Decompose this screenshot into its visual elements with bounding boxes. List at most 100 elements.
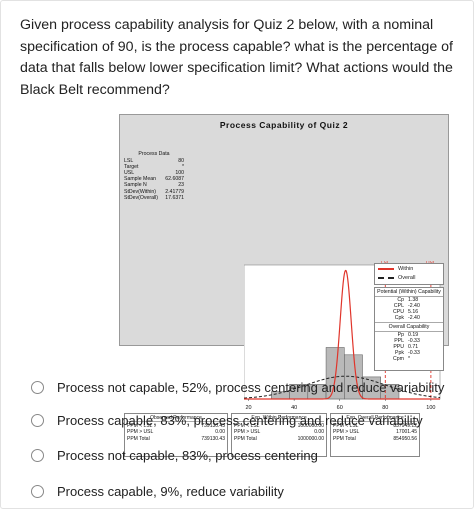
legend-item-overall: Overall bbox=[375, 273, 443, 282]
process-data-box: Process Data LSL 80 Target * USL 100 Sample Me… bbox=[124, 151, 184, 243]
process-data-row: Target * bbox=[124, 164, 184, 170]
x-tick-label: 20 bbox=[245, 405, 251, 411]
exp-within-performance-label: PPM Total bbox=[234, 435, 257, 442]
process-data-label: Sample Mean bbox=[124, 176, 157, 183]
process-data-value: 17.6371 bbox=[165, 194, 184, 201]
answer-option-label: Process capable, 9%, reduce variability bbox=[57, 483, 284, 499]
radio-button[interactable] bbox=[31, 484, 44, 498]
exp-overall-performance-row: PPM Total 854950.56 bbox=[333, 436, 417, 442]
process-data-value: 23 bbox=[178, 182, 184, 189]
overall-capability-value: -0.33 bbox=[408, 338, 420, 344]
potential-capability-row: Cpk -2.40 bbox=[375, 315, 443, 321]
process-data-label: Target bbox=[124, 164, 139, 171]
answer-option-1[interactable]: Process not capable, 52%, process center… bbox=[15, 369, 461, 405]
observed-performance-value: 739130.43 bbox=[201, 423, 225, 430]
exp-overall-performance-title: Exp. Overall Performance bbox=[333, 415, 417, 423]
overall-capability-value: 0.71 bbox=[408, 344, 419, 350]
answer-option-label: Process not capable, 83%, process center… bbox=[57, 447, 318, 463]
legend-label-overall: Overall bbox=[398, 274, 416, 281]
answer-option-2[interactable]: Process capable, 83%, process centering … bbox=[15, 402, 461, 438]
overall-capability-value: -0.33 bbox=[408, 350, 420, 356]
process-data-label: Sample N bbox=[124, 182, 147, 189]
exp-overall-performance-label: PPM > USL bbox=[333, 429, 360, 436]
radio-button[interactable] bbox=[31, 448, 44, 462]
observed-performance-label: PPM < LSL bbox=[127, 423, 153, 430]
overall-capability-value: 0.19 bbox=[408, 332, 419, 338]
potential-capability-row: Cp 1.38 bbox=[375, 297, 443, 303]
exp-overall-performance-row: PPM > USL 17001.45 bbox=[333, 429, 417, 435]
overall-capability-label: Ppk bbox=[395, 350, 404, 356]
process-data-label: StDev(Overall) bbox=[124, 194, 159, 201]
potential-capability-title: Potential (Within) Capability bbox=[375, 288, 443, 297]
potential-capability-row: CPU 5.16 bbox=[375, 309, 443, 315]
overall-capability-value: * bbox=[408, 356, 411, 362]
x-tick-label: 80 bbox=[382, 405, 388, 411]
exp-overall-performance-value: 17001.45 bbox=[396, 429, 417, 436]
overall-curve bbox=[244, 375, 441, 399]
process-data-row: LSL 80 bbox=[124, 158, 184, 164]
observed-performance-row: PPM > USL 0.00 bbox=[127, 429, 225, 435]
exp-overall-performance-label: PPM Total bbox=[333, 435, 356, 442]
potential-capability-value: 5.16 bbox=[408, 309, 419, 315]
exp-overall-performance-value: 837949.12 bbox=[393, 423, 417, 430]
potential-capability-label: Cp bbox=[397, 297, 404, 303]
observed-performance-box: Observed Performance PPM < LSL 739130.43 P… bbox=[124, 413, 228, 457]
legend: Within Overall bbox=[374, 263, 444, 285]
process-data-label: USL bbox=[124, 170, 135, 177]
observed-performance-title: Observed Performance bbox=[127, 415, 225, 423]
observed-performance-value: 739130.43 bbox=[201, 435, 225, 442]
observed-performance-label: PPM Total bbox=[127, 435, 150, 442]
observed-performance-row: PPM < LSL 739130.43 bbox=[127, 423, 225, 429]
chart-title: Process Capability of Quiz 2 bbox=[219, 120, 349, 130]
observed-performance-row: PPM Total 739130.43 bbox=[127, 436, 225, 442]
process-data-label: LSL bbox=[124, 158, 134, 165]
overall-capability-label: Pp bbox=[397, 332, 404, 338]
answer-option-3[interactable]: Process not capable, 83%, process center… bbox=[15, 437, 461, 473]
exp-within-performance-label: PPM > USL bbox=[234, 429, 261, 436]
overall-capability-row: PPL -0.33 bbox=[375, 338, 443, 344]
answer-option-label: Process capable, 83%, process centering … bbox=[57, 412, 423, 428]
process-data-value: 2.41779 bbox=[165, 188, 184, 195]
answer-option-label: Process not capable, 52%, process center… bbox=[57, 379, 445, 395]
potential-capability-row: CPL -2.40 bbox=[375, 303, 443, 309]
process-data-value: 62.6087 bbox=[165, 176, 184, 183]
potential-capability-label: CPL bbox=[393, 303, 404, 309]
exp-within-performance-box: Exp. Within Performance PPM < LSL 1000000… bbox=[231, 413, 327, 457]
exp-within-performance-value: 1000000.00 bbox=[297, 435, 324, 442]
process-data-value: 100 bbox=[175, 170, 184, 177]
legend-line-solid bbox=[378, 267, 394, 270]
x-tick-label: 60 bbox=[337, 405, 343, 411]
overall-capability-row: Pp 0.19 bbox=[375, 332, 443, 338]
exp-within-performance-value: 0.00 bbox=[314, 429, 324, 436]
process-data-row: StDev(Overall) 17.6371 bbox=[124, 195, 184, 201]
overall-capability-title: Overall Capability bbox=[375, 322, 443, 332]
x-tick-label: 40 bbox=[291, 405, 297, 411]
potential-capability-label: Cpk bbox=[394, 315, 404, 321]
answer-option-4[interactable]: Process capable, 9%, reduce variability bbox=[15, 473, 461, 509]
capability-figure: Process Capability of Quiz 2 Process Dat… bbox=[119, 114, 449, 457]
potential-capability-value: 1.38 bbox=[408, 297, 419, 303]
legend-line-dashed bbox=[378, 276, 394, 279]
legend-label-within: Within bbox=[398, 265, 414, 272]
observed-performance-label: PPM > USL bbox=[127, 429, 154, 436]
process-data-value: * bbox=[181, 164, 184, 171]
potential-capability-value: -2.40 bbox=[408, 303, 420, 309]
exp-overall-performance-value: 854950.56 bbox=[393, 435, 417, 442]
x-tick-label: 100 bbox=[426, 405, 435, 411]
exp-within-performance-row: PPM < LSL 1000000.00 bbox=[234, 423, 324, 429]
process-data-row: USL 100 bbox=[124, 170, 184, 176]
question-text: Given process capability analysis for Qu… bbox=[20, 17, 453, 98]
process-data-title: Process Data bbox=[138, 151, 170, 157]
capability-box: Potential (Within) Capability Cp 1.38 CPL -… bbox=[374, 287, 444, 371]
potential-capability-value: -2.40 bbox=[408, 315, 420, 321]
exp-overall-performance-row: PPM < LSL 837949.12 bbox=[333, 423, 417, 429]
radio-button[interactable] bbox=[31, 413, 44, 427]
radio-button[interactable] bbox=[31, 380, 44, 394]
overall-capability-row: Ppk -0.33 bbox=[375, 350, 443, 356]
process-data-row: Sample Mean 62.6087 bbox=[124, 176, 184, 182]
overall-capability-label: PPL bbox=[394, 338, 404, 344]
process-data-value: 80 bbox=[178, 158, 184, 165]
overall-capability-row: PPU 0.71 bbox=[375, 344, 443, 350]
exp-overall-performance-box: Exp. Overall Performance PPM < LSL 837949… bbox=[330, 413, 420, 457]
